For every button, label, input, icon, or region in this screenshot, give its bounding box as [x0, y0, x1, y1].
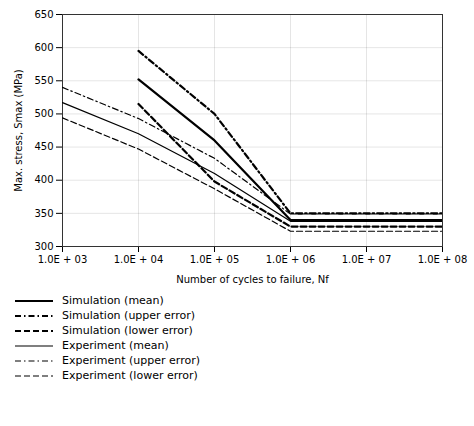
html-text:Experiment (mean): Experiment (mean): [62, 339, 169, 352]
svg-text:300: 300: [34, 241, 53, 252]
svg-text:1.0E + 07: 1.0E + 07: [342, 254, 392, 265]
svg-text:Max. stress, Smax (MPa): Max. stress, Smax (MPa): [13, 69, 24, 192]
svg-text:1.0E + 05: 1.0E + 05: [190, 254, 240, 265]
svg-text:1.0E + 03: 1.0E + 03: [38, 254, 88, 265]
svg-text:1.0E + 04: 1.0E + 04: [114, 254, 164, 265]
svg-text:550: 550: [34, 75, 53, 86]
svg-text:500: 500: [34, 108, 53, 119]
html-text:Simulation (upper error): Simulation (upper error): [62, 309, 195, 322]
svg-text:350: 350: [34, 208, 53, 219]
svg-text:400: 400: [34, 174, 53, 185]
svg-text:1.0E + 06: 1.0E + 06: [266, 254, 316, 265]
svg-text:450: 450: [34, 141, 53, 152]
html-text:Experiment (lower error): Experiment (lower error): [62, 369, 198, 382]
svg-text:600: 600: [34, 42, 53, 53]
html-text:Simulation (mean): Simulation (mean): [62, 294, 164, 307]
svg-text:650: 650: [34, 9, 53, 20]
html-text:Experiment (upper error): Experiment (upper error): [62, 354, 200, 367]
svg-text:Number of cycles to failure, N: Number of cycles to failure, Nf: [176, 274, 329, 285]
svg-text:1.0E + 08: 1.0E + 08: [418, 254, 468, 265]
html-text:Simulation (lower error): Simulation (lower error): [62, 324, 193, 337]
